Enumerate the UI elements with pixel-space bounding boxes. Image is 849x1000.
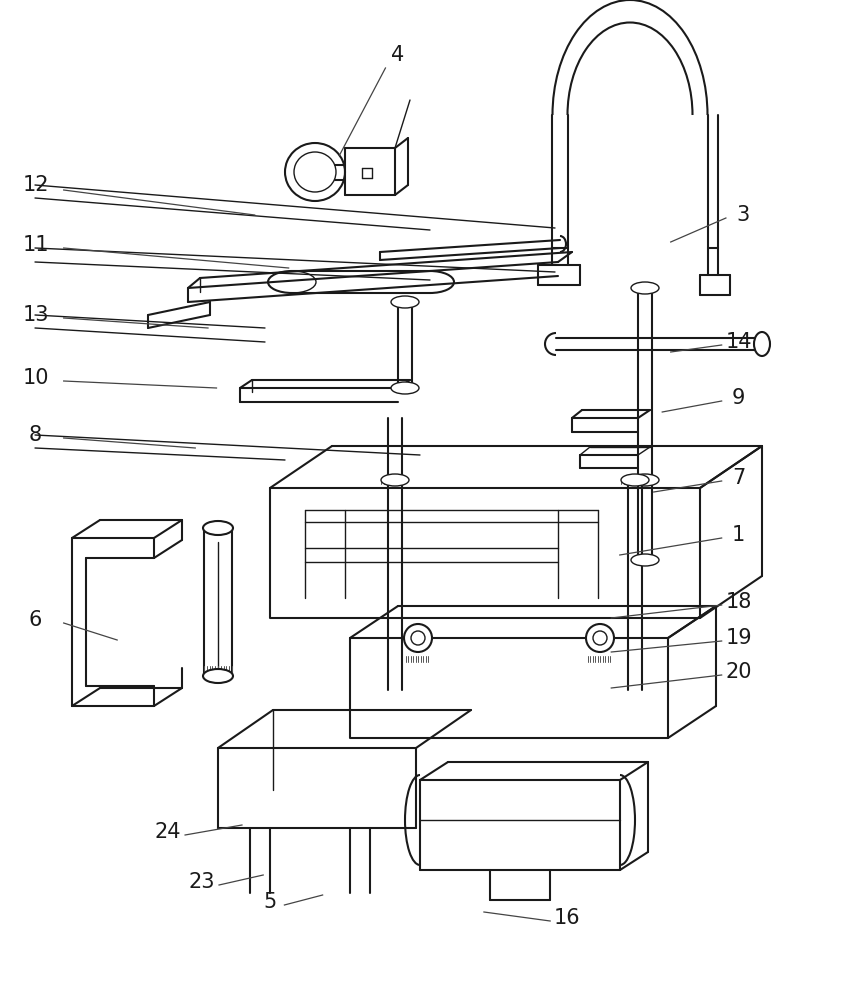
Ellipse shape: [586, 624, 614, 652]
Ellipse shape: [391, 382, 419, 394]
Text: 13: 13: [22, 305, 49, 325]
Ellipse shape: [754, 332, 770, 356]
Ellipse shape: [203, 521, 233, 535]
Text: 24: 24: [155, 822, 182, 842]
Text: 20: 20: [725, 662, 752, 682]
Ellipse shape: [631, 282, 659, 294]
Text: 5: 5: [263, 892, 277, 912]
Text: 18: 18: [725, 592, 752, 612]
Polygon shape: [270, 488, 700, 618]
Text: 19: 19: [725, 628, 752, 648]
Text: 16: 16: [554, 908, 581, 928]
Text: 7: 7: [732, 468, 745, 488]
Ellipse shape: [593, 631, 607, 645]
Text: 9: 9: [732, 388, 745, 408]
Ellipse shape: [411, 631, 425, 645]
Ellipse shape: [404, 624, 432, 652]
Ellipse shape: [391, 296, 419, 308]
Text: 1: 1: [732, 525, 745, 545]
Text: 6: 6: [29, 610, 42, 630]
Ellipse shape: [621, 474, 649, 486]
Text: 12: 12: [22, 175, 49, 195]
Text: 4: 4: [391, 45, 404, 65]
Ellipse shape: [381, 474, 409, 486]
Ellipse shape: [203, 669, 233, 683]
Text: 3: 3: [736, 205, 750, 225]
Ellipse shape: [631, 474, 659, 486]
Text: 14: 14: [725, 332, 752, 352]
Text: 11: 11: [22, 235, 49, 255]
Text: 8: 8: [29, 425, 42, 445]
Ellipse shape: [631, 554, 659, 566]
Text: 23: 23: [188, 872, 216, 892]
Text: 10: 10: [22, 368, 49, 388]
Polygon shape: [350, 638, 668, 738]
